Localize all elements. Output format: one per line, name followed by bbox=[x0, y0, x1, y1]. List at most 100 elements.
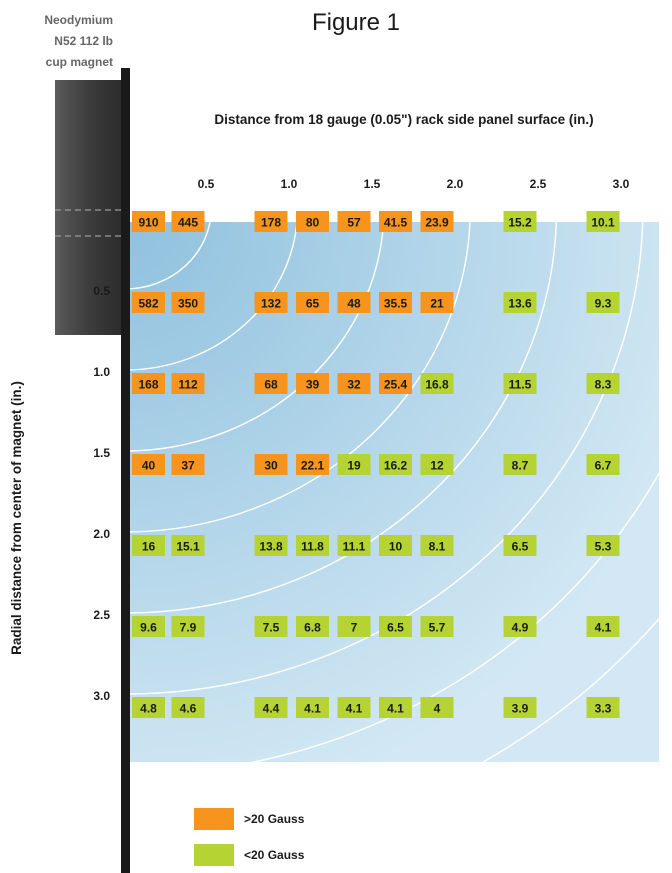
cell-value: 4.9 bbox=[512, 621, 529, 635]
cell-bg bbox=[586, 697, 620, 718]
cell-bg bbox=[337, 211, 371, 232]
cell-value: 5.3 bbox=[595, 540, 612, 554]
data-cell: 12 bbox=[420, 454, 454, 475]
cell-bg bbox=[132, 697, 165, 718]
data-cell: 112 bbox=[171, 373, 205, 394]
cell-value: 168 bbox=[138, 378, 158, 392]
cell-value: 30 bbox=[264, 459, 278, 473]
data-cells: 910 445 178 80 57 41.5 23.9 15.2 10.1 582 350 132 65… bbox=[132, 211, 620, 718]
data-cell: 11.1 bbox=[337, 535, 371, 556]
data-cell: 582 bbox=[132, 292, 165, 313]
cell-value: 8.3 bbox=[595, 378, 612, 392]
cell-bg bbox=[337, 535, 371, 556]
magnet-label: Neodymium N52 112 lb cup magnet bbox=[44, 13, 113, 69]
data-cell: 9.3 bbox=[586, 292, 620, 313]
cell-value: 9.6 bbox=[140, 621, 157, 635]
cell-value: 37 bbox=[181, 459, 195, 473]
cell-value: 582 bbox=[138, 297, 158, 311]
cell-value: 132 bbox=[261, 297, 281, 311]
cell-bg bbox=[379, 211, 412, 232]
cell-bg bbox=[586, 454, 620, 475]
y-axis-label: Radial distance from center of magnet (i… bbox=[9, 381, 24, 655]
cell-bg bbox=[254, 211, 288, 232]
cell-bg bbox=[420, 292, 454, 313]
y-tick-2-0: 2.0 bbox=[93, 527, 110, 541]
cell-bg bbox=[379, 535, 412, 556]
cell-value: 11.8 bbox=[301, 540, 324, 554]
cell-bg bbox=[420, 211, 454, 232]
legend-label-2: <20 Gauss bbox=[244, 848, 305, 862]
cell-bg bbox=[586, 535, 620, 556]
x-tick-2-5: 2.5 bbox=[530, 177, 547, 191]
cell-value: 4 bbox=[434, 702, 441, 716]
cell-value: 7.5 bbox=[263, 621, 280, 635]
cell-value: 48 bbox=[347, 297, 361, 311]
y-tick-1-0: 1.0 bbox=[93, 365, 110, 379]
cell-bg bbox=[171, 616, 205, 637]
cell-value: 10 bbox=[389, 540, 403, 554]
cell-bg bbox=[296, 616, 329, 637]
x-tick-0-5: 0.5 bbox=[198, 177, 215, 191]
data-cell: 13.8 bbox=[254, 535, 288, 556]
data-cell: 80 bbox=[296, 211, 329, 232]
cell-bg bbox=[503, 292, 537, 313]
data-cell: 19 bbox=[337, 454, 371, 475]
data-cell: 6.5 bbox=[379, 616, 412, 637]
cell-bg bbox=[254, 292, 288, 313]
cell-value: 3.3 bbox=[595, 702, 612, 716]
data-cell: 13.6 bbox=[503, 292, 537, 313]
data-cell: 3.9 bbox=[503, 697, 537, 718]
cell-value: 13.8 bbox=[259, 540, 283, 554]
data-cell: 4 bbox=[420, 697, 454, 718]
cell-value: 16.8 bbox=[425, 378, 449, 392]
cell-bg bbox=[503, 454, 537, 475]
cell-bg bbox=[420, 373, 454, 394]
cell-bg bbox=[586, 292, 620, 313]
cell-bg bbox=[132, 292, 165, 313]
cell-bg bbox=[171, 292, 205, 313]
cell-bg bbox=[379, 292, 412, 313]
x-tick-3-0: 3.0 bbox=[613, 177, 630, 191]
cell-value: 350 bbox=[178, 297, 198, 311]
cell-value: 80 bbox=[306, 216, 320, 230]
data-cell: 168 bbox=[132, 373, 165, 394]
magnet-label-line-3: cup magnet bbox=[46, 55, 113, 69]
cell-bg bbox=[337, 616, 371, 637]
cell-value: 21 bbox=[430, 297, 444, 311]
cell-value: 4.8 bbox=[140, 702, 157, 716]
cell-value: 65 bbox=[306, 297, 320, 311]
data-cell: 7 bbox=[337, 616, 371, 637]
cell-value: 10.1 bbox=[591, 216, 615, 230]
cell-bg bbox=[503, 697, 537, 718]
cell-bg bbox=[132, 373, 165, 394]
cell-value: 19 bbox=[347, 459, 361, 473]
cell-value: 6.8 bbox=[304, 621, 321, 635]
cell-value: 35.5 bbox=[384, 297, 408, 311]
cell-bg bbox=[503, 535, 537, 556]
data-cell: 8.7 bbox=[503, 454, 537, 475]
legend: >20 Gauss <20 Gauss bbox=[194, 808, 305, 866]
data-cell: 16.8 bbox=[420, 373, 454, 394]
cell-value: 4.6 bbox=[180, 702, 197, 716]
cell-value: 32 bbox=[347, 378, 361, 392]
cell-bg bbox=[337, 697, 371, 718]
x-tick-labels: 0.5 1.0 1.5 2.0 2.5 3.0 bbox=[198, 177, 630, 191]
cell-bg bbox=[171, 454, 205, 475]
cell-value: 4.1 bbox=[595, 621, 612, 635]
data-cell: 40 bbox=[132, 454, 165, 475]
cell-value: 8.1 bbox=[429, 540, 446, 554]
y-tick-3-0: 3.0 bbox=[93, 689, 110, 703]
cell-bg bbox=[379, 454, 412, 475]
cell-value: 11.1 bbox=[343, 540, 366, 554]
data-cell: 6.5 bbox=[503, 535, 537, 556]
cell-value: 4.1 bbox=[346, 702, 363, 716]
cell-value: 6.5 bbox=[512, 540, 529, 554]
cell-bg bbox=[420, 535, 454, 556]
cell-bg bbox=[132, 616, 165, 637]
cell-value: 39 bbox=[306, 378, 320, 392]
data-cell: 4.1 bbox=[586, 616, 620, 637]
data-cell: 48 bbox=[337, 292, 371, 313]
data-cell: 4.1 bbox=[337, 697, 371, 718]
data-cell: 4.1 bbox=[379, 697, 412, 718]
data-cell: 6.7 bbox=[586, 454, 620, 475]
